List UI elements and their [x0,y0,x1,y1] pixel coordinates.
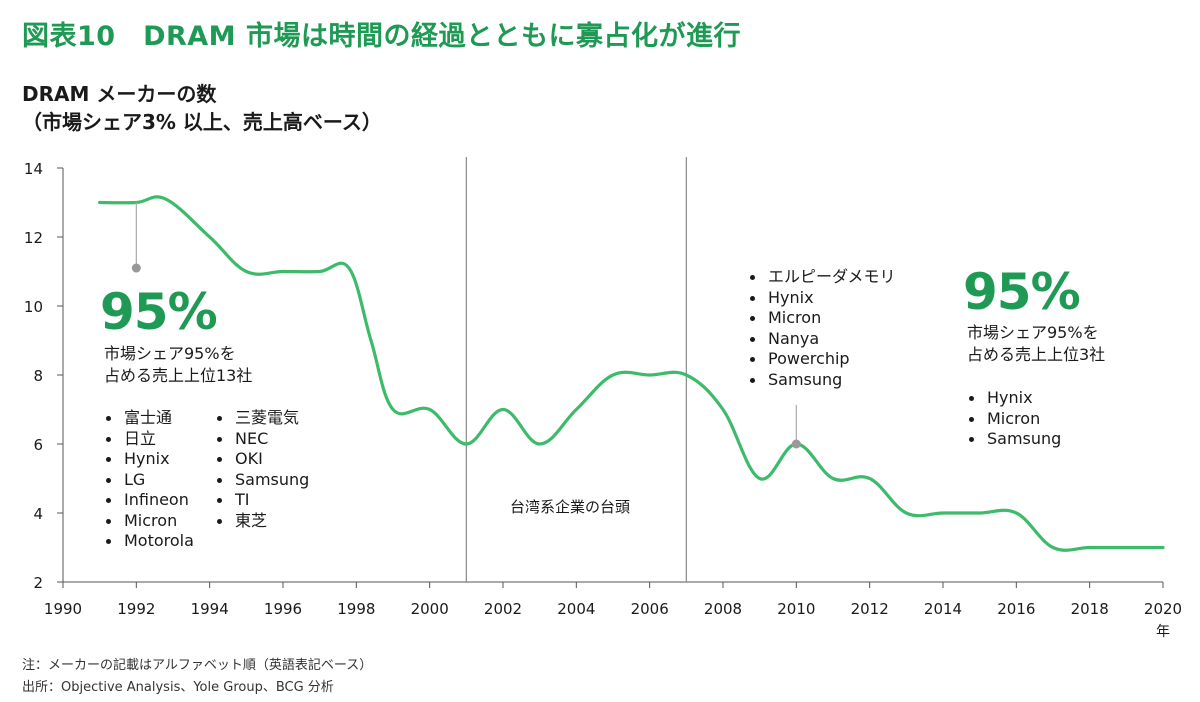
maker-list-item: エルピーダメモリ [748,267,896,288]
x-tick-label: 1992 [117,600,155,618]
data-point [758,477,762,481]
figure-title: 図表10 DRAM 市場は時間の経過とともに寡占化が進行 [22,21,741,52]
x-tick-label: 2012 [851,600,889,618]
left-share-description: 市場シェア95%を 占める売上上位13社 [104,343,252,387]
left-makers-list-col2: 三菱電気 NEC OKI Samsung TI 東芝 [215,408,309,531]
data-point [501,408,505,412]
data-point [281,270,285,274]
data-point [648,373,652,377]
x-tick-label: 2008 [704,600,742,618]
maker-list-item: Micron [104,511,194,532]
left-desc-line2: 占める売上上位13社 [104,366,253,385]
maker-list-item: Powerchip [748,349,896,370]
left-desc-line1: 市場シェア95%を [104,344,236,363]
maker-list-item: Nanya [748,329,896,350]
x-tick-label: 1990 [44,600,82,618]
data-point [1088,546,1092,550]
data-point [831,477,835,481]
footnote-note: 注：メーカーの記載はアルファベット順（英語表記ベース） [22,658,373,673]
maker-list-item: Micron [967,409,1061,430]
left-pointer-dot [131,263,141,273]
right-makers-list: Hynix Micron Samsung [967,388,1061,450]
chart-title: DRAM メーカーの数 （市場シェア3% 以上、売上高ベース） [22,80,382,136]
data-point [1051,546,1055,550]
maker-list-item: Hynix [748,288,896,309]
x-tick-label: 2020 [1144,600,1182,618]
left-makers-list-col1: 富士通 日立 Hynix LG Infineon Micron Motorola [104,408,194,552]
right-desc-line2: 占める売上上位3社 [967,345,1106,364]
y-tick-label: 8 [33,367,43,385]
maker-list-item: Hynix [104,449,194,470]
x-tick-label: 2010 [777,600,815,618]
y-tick-label: 2 [33,574,43,592]
data-point [978,511,982,515]
y-tick-label: 14 [24,160,43,178]
data-point [208,235,212,239]
maker-list-item: 三菱電気 [215,408,309,429]
maker-list-item: Motorola [104,531,194,552]
maker-list-item: Hynix [967,388,1061,409]
data-point [347,266,351,270]
y-tick-label: 6 [33,436,43,454]
data-point [164,197,168,201]
data-point [1124,546,1128,550]
data-point [369,339,373,343]
x-tick-label: 2016 [997,600,1035,618]
chart-title-line2: （市場シェア3% 以上、売上高ベース） [22,110,382,134]
y-tick-label: 4 [33,505,43,523]
maker-list-item: TI [215,490,309,511]
x-tick-label: 2006 [631,600,669,618]
right-share-description: 市場シェア95%を 占める売上上位3社 [967,322,1105,366]
x-tick-label: 2014 [924,600,962,618]
right-share-percent: 95% [963,263,1081,321]
x-axis-label: 年 [1156,624,1170,640]
middle-pointer-dot [791,439,801,449]
data-point [574,408,578,412]
data-point [1161,546,1165,550]
maker-list-item: Micron [748,308,896,329]
maker-list-item: 富士通 [104,408,194,429]
middle-makers-list: エルピーダメモリ Hynix Micron Nanya Powerchip Samsung [748,267,896,390]
maker-list-item: 東芝 [215,511,309,532]
data-point [868,477,872,481]
right-desc-line1: 市場シェア95%を [967,323,1099,342]
maker-list-item: Samsung [967,429,1061,450]
x-tick-label: 1998 [337,600,375,618]
data-point [244,270,248,274]
x-tick-label: 2004 [557,600,595,618]
data-point [428,408,432,412]
x-tick-label: 2000 [411,600,449,618]
maker-list-item: Samsung [748,370,896,391]
chart-title-line1: DRAM メーカーの数 [22,82,217,106]
data-point [611,373,615,377]
region-label: 台湾系企業の台頭 [510,498,631,516]
data-point [464,442,468,446]
y-tick-label: 10 [24,298,43,316]
data-point [98,201,102,205]
x-tick-label: 1996 [264,600,302,618]
y-tick-label: 12 [24,229,43,247]
data-point [684,373,688,377]
data-point [1014,511,1018,515]
maker-list-item: OKI [215,449,309,470]
x-tick-label: 2018 [1071,600,1109,618]
data-point [721,408,725,412]
data-point [318,270,322,274]
maker-list-item: Samsung [215,470,309,491]
data-point [904,511,908,515]
maker-list-item: 日立 [104,429,194,450]
maker-list-item: Infineon [104,490,194,511]
data-point [391,408,395,412]
maker-list-item: LG [104,470,194,491]
x-tick-label: 1994 [191,600,229,618]
footnote-source: 出所：Objective Analysis、Yole Group、BCG 分析 [22,680,334,695]
dram-makers-series-line [98,195,1165,552]
data-point [538,442,542,446]
x-tick-label: 2002 [484,600,522,618]
maker-list-item: NEC [215,429,309,450]
left-share-percent: 95% [100,283,218,341]
data-point [941,511,945,515]
